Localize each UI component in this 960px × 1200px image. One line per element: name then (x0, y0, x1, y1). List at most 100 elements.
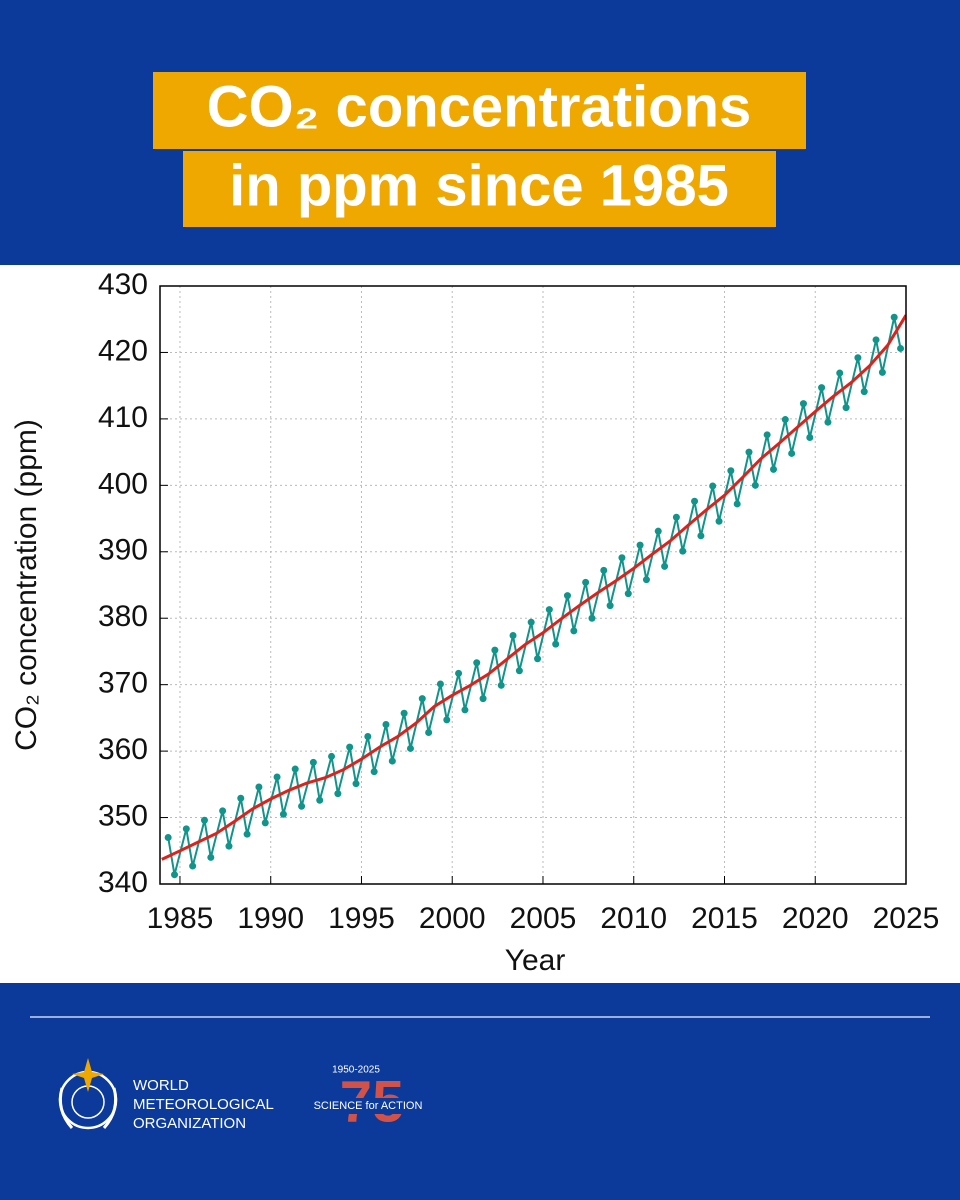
data-point (860, 388, 868, 396)
x-tick-label: 2000 (419, 902, 486, 935)
data-point (400, 709, 408, 717)
title-highlight (183, 151, 776, 227)
data-point (661, 562, 669, 570)
data-point (836, 369, 844, 377)
data-point (443, 716, 451, 724)
data-point (788, 449, 796, 457)
slogan-band (312, 1098, 424, 1114)
data-point (890, 313, 898, 321)
data-point (691, 497, 699, 505)
x-tick-label: 2015 (691, 902, 758, 935)
data-point (243, 830, 251, 838)
plot-frame (159, 285, 907, 885)
data-point (545, 606, 553, 614)
org-name: METEOROLOGICAL (133, 1096, 274, 1113)
data-point (479, 695, 487, 703)
data-point (182, 825, 190, 833)
data-point (642, 576, 650, 584)
data-point (600, 566, 608, 574)
data-point (745, 448, 753, 456)
data-point (382, 721, 390, 729)
data-point (672, 513, 680, 521)
data-point (352, 780, 360, 788)
data-point (189, 862, 197, 870)
data-point (436, 680, 444, 688)
data-point (406, 744, 414, 752)
data-point (806, 433, 814, 441)
data-point (346, 743, 354, 751)
data-point (618, 554, 626, 562)
data-point (328, 752, 336, 760)
title-line: CO₂ concentrations (207, 74, 752, 139)
data-point (715, 517, 723, 525)
y-axis-label: CO₂ concentration (ppm) (10, 419, 43, 751)
y-tick-label: 370 (98, 667, 148, 700)
data-point (225, 842, 233, 850)
data-point (309, 758, 317, 766)
data-point (570, 627, 578, 635)
data-point (291, 765, 299, 773)
data-point (334, 790, 342, 798)
x-axis-label: Year (505, 944, 566, 977)
data-point (509, 631, 517, 639)
data-point (164, 833, 172, 841)
data-point (515, 667, 523, 675)
data-point (527, 618, 535, 626)
data-point (606, 602, 614, 610)
data-point (582, 578, 590, 586)
data-point (697, 532, 705, 540)
data-point (455, 669, 463, 677)
data-point (769, 465, 777, 473)
y-tick-label: 380 (98, 600, 148, 633)
anniversary-years: 1950-2025 (332, 1065, 380, 1076)
data-point (679, 547, 687, 555)
y-tick-label: 410 (98, 401, 148, 434)
y-tick-label: 350 (98, 799, 148, 832)
data-point (636, 541, 644, 549)
data-point (854, 354, 862, 362)
data-point (473, 659, 481, 667)
series-group (161, 313, 906, 879)
y-tick-label: 430 (98, 268, 148, 301)
data-point (563, 592, 571, 600)
y-tick-label: 420 (98, 334, 148, 367)
y-tick-label: 400 (98, 467, 148, 500)
data-point (709, 482, 717, 490)
data-point (425, 729, 433, 737)
x-tick-label: 2025 (873, 902, 940, 935)
data-point (219, 807, 227, 815)
x-tick-label: 1995 (328, 902, 395, 935)
data-point (298, 802, 306, 810)
title-highlight (153, 72, 806, 149)
data-point (200, 816, 208, 824)
anniversary-slogan: SCIENCE for ACTION (314, 1100, 423, 1112)
data-point (497, 681, 505, 689)
data-point (237, 794, 245, 802)
data-point (763, 431, 771, 439)
data-point (818, 384, 826, 392)
data-point (491, 646, 499, 654)
data-point (842, 404, 850, 412)
data-point (273, 773, 281, 781)
data-point (878, 368, 886, 376)
data-point (799, 400, 807, 408)
x-tick-label: 2020 (782, 902, 849, 935)
data-point (654, 527, 662, 535)
data-point (261, 819, 269, 827)
org-name: WORLD (133, 1077, 189, 1094)
x-tick-label: 1985 (147, 902, 214, 935)
data-point (872, 336, 880, 344)
data-point (824, 418, 832, 426)
wmo-logo (58, 1058, 118, 1130)
y-tick-label: 390 (98, 534, 148, 567)
plot: 340 350 360 370 380 390 400 410 420 430 1985 1990 19… (98, 268, 939, 935)
org-name: ORGANIZATION (133, 1115, 246, 1132)
data-point (751, 481, 759, 489)
y-tick-label: 340 (98, 866, 148, 899)
data-point (418, 695, 426, 703)
series-line (161, 314, 906, 861)
data-point (461, 706, 469, 714)
data-point (207, 853, 215, 861)
